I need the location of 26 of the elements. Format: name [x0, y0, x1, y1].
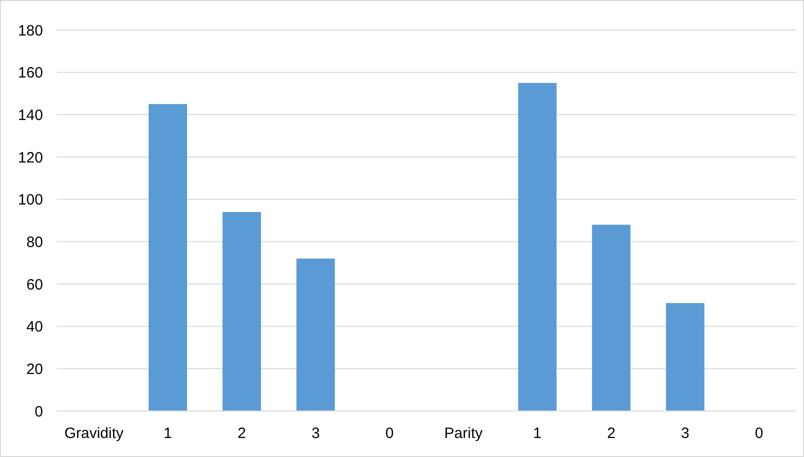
bar — [666, 303, 704, 411]
y-tick-label: 40 — [26, 318, 43, 336]
x-tick-label: Parity — [444, 425, 484, 442]
y-tick-label: 0 — [34, 403, 43, 420]
x-tick-label: 3 — [311, 425, 320, 442]
y-tick-label: 80 — [26, 234, 43, 251]
y-tick-label: 60 — [26, 276, 43, 294]
y-tick-label: 160 — [18, 64, 43, 82]
bar — [296, 258, 335, 411]
y-tick-label: 180 — [18, 22, 43, 40]
y-tick-label: 120 — [18, 149, 43, 166]
y-tick-label: 140 — [18, 106, 43, 124]
x-tick-label: 0 — [385, 425, 394, 442]
x-tick-label: Gravidity — [64, 425, 124, 442]
x-tick-label: 1 — [164, 425, 172, 442]
y-tick-label: 100 — [18, 192, 43, 209]
x-tick-label: 0 — [754, 425, 764, 442]
y-tick-label: 20 — [26, 360, 43, 378]
x-tick-label: 2 — [607, 425, 616, 442]
x-tick-label: 3 — [680, 425, 690, 442]
bar — [222, 212, 261, 411]
x-tick-label: 1 — [533, 425, 542, 442]
bar — [148, 104, 188, 411]
bar — [518, 82, 557, 411]
x-tick-label: 2 — [238, 425, 246, 442]
bar — [592, 224, 630, 411]
